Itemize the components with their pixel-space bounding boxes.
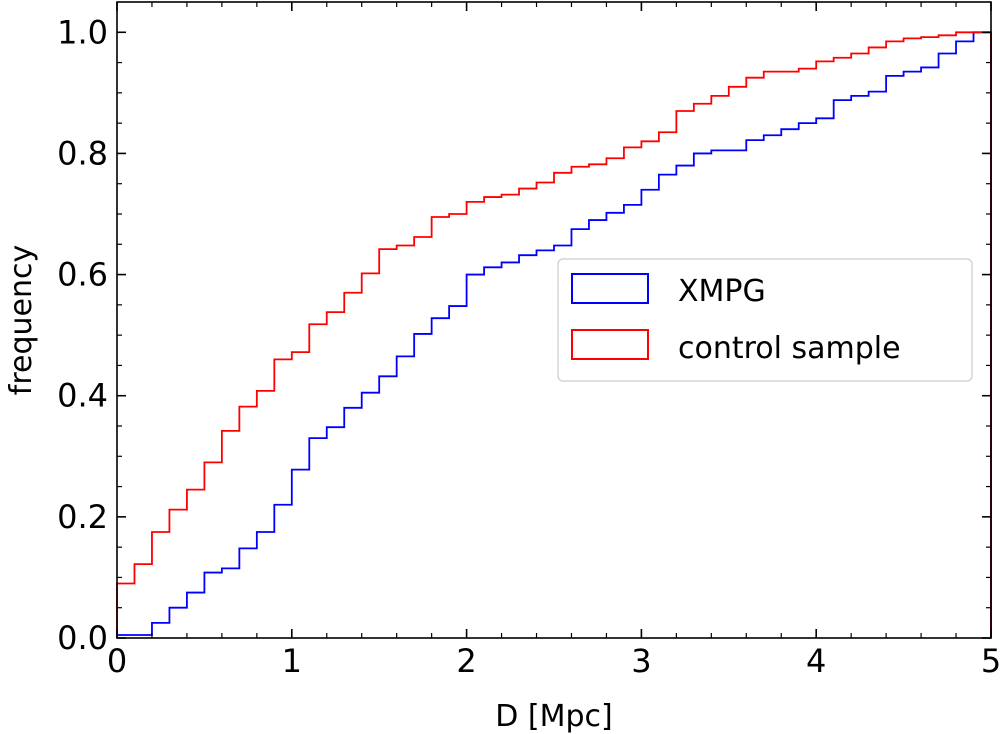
y-tick-label: 0.4 [57,377,108,415]
y-tick-label: 0.8 [57,134,108,172]
x-tick-label: 5 [981,642,1000,680]
series-line-control-sample [116,31,992,638]
tick-labels: 0 1 2 3 4 5 0.0 0.2 0.4 0.6 0.8 1.0 [57,13,1000,680]
legend-swatch-control-sample [571,329,649,360]
x-tick-label: 1 [282,642,302,680]
axis-ticks [116,2,992,639]
x-axis-label: D [Mpc] [495,699,612,734]
y-tick-label: 0.6 [57,256,108,294]
y-tick-label: 0.0 [57,619,108,657]
series-layer [116,31,992,638]
plot-frame [116,1,992,639]
legend-label-xmpg: XMPG [678,274,766,309]
legend-swatch-xmpg [571,273,649,304]
y-axis-label: frequency [4,245,39,395]
x-tick-label: 0 [107,642,127,680]
legend-box [557,258,973,382]
legend-label-control-sample: control sample [678,331,901,366]
x-tick-label: 2 [456,642,476,680]
series-line-xmpg [116,31,992,638]
y-tick-label: 0.2 [57,498,108,536]
x-tick-label: 4 [806,642,826,680]
y-tick-label: 1.0 [57,13,108,51]
legend: XMPG control sample [557,258,973,382]
x-tick-label: 3 [631,642,651,680]
